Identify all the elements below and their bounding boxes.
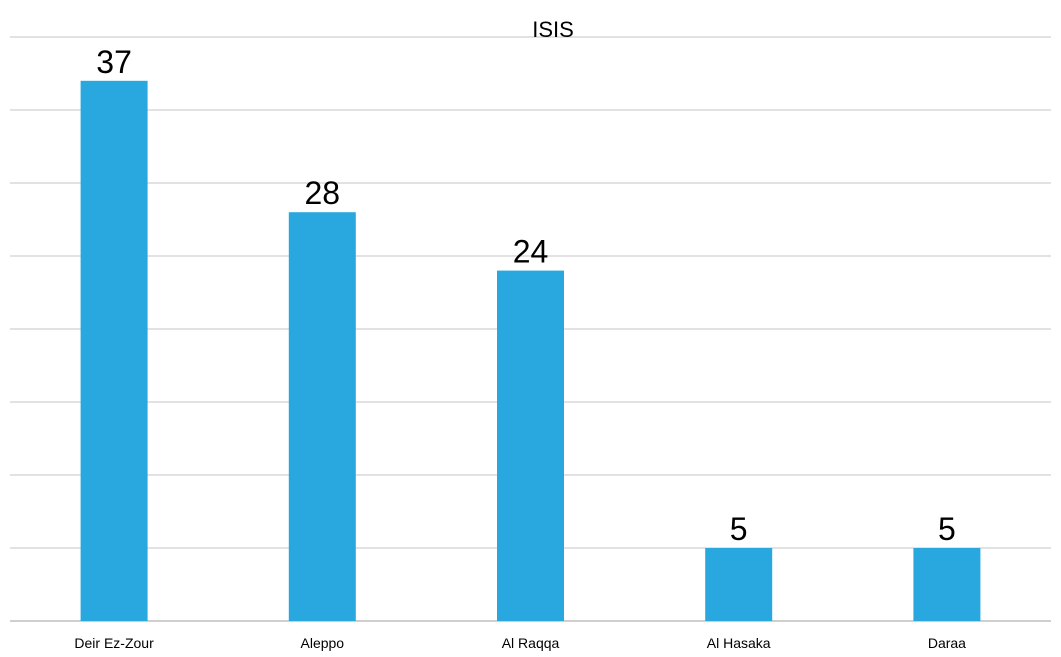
x-axis-tick-labels: Deir Ez-Zour Aleppo Al Raqqa Al Hasaka Daraa — [74, 635, 966, 651]
data-label: 28 — [305, 175, 341, 211]
bar-al-raqqa — [497, 270, 564, 621]
bar-deir-ez-zour — [80, 80, 148, 622]
data-label: 5 — [938, 511, 956, 547]
data-label: 5 — [730, 511, 748, 547]
x-tick-label: Deir Ez-Zour — [74, 635, 154, 651]
chart-title: ISIS — [532, 17, 574, 42]
x-tick-label: Aleppo — [301, 635, 345, 651]
bar-aleppo — [288, 212, 356, 621]
bars — [80, 80, 981, 622]
data-label: 37 — [96, 44, 132, 80]
x-tick-label: Al Raqqa — [502, 635, 560, 651]
data-labels: 37 28 24 5 5 — [96, 44, 955, 547]
x-tick-label: Daraa — [928, 635, 966, 651]
data-label: 24 — [513, 234, 549, 270]
x-tick-label: Al Hasaka — [707, 635, 771, 651]
bar-al-hasaka — [705, 548, 773, 621]
bar-daraa — [913, 548, 981, 621]
